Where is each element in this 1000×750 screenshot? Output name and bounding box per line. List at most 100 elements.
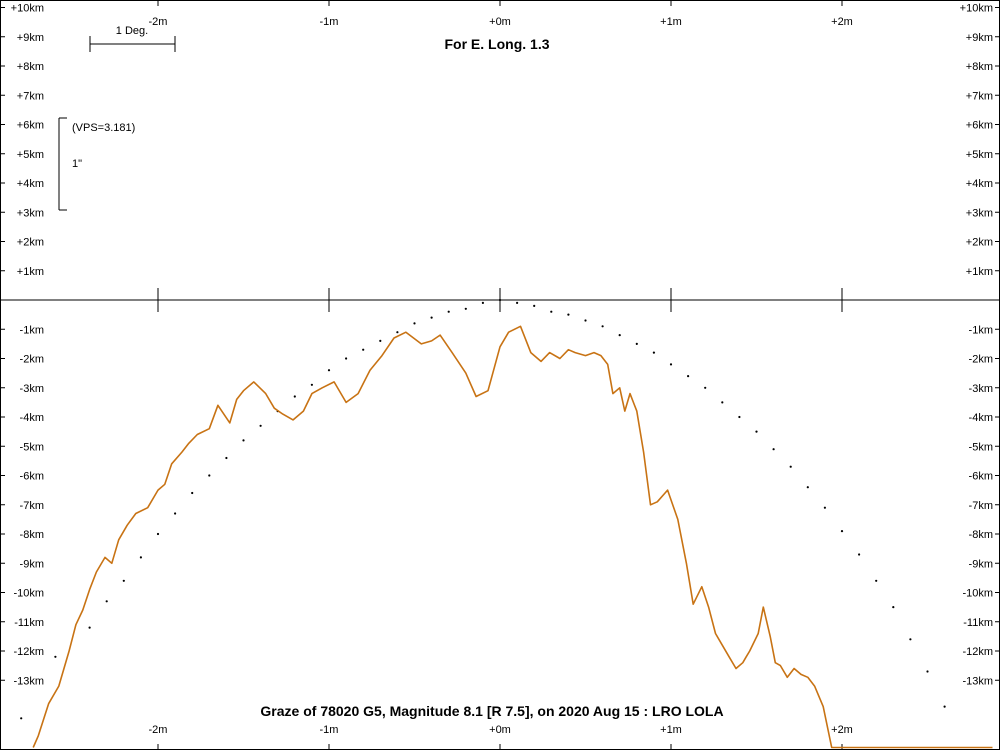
y-tick-label-right-3: +7km [966, 90, 993, 102]
x-tick-label-bottom-0: -2m [149, 724, 168, 736]
degree-scale-label: 1 Deg. [116, 25, 148, 37]
x-tick-label-bottom-1: -1m [320, 724, 339, 736]
y-tick-label-left-15: -6km [20, 471, 44, 483]
reference-dot [481, 301, 484, 304]
y-tick-label-right-5: +5km [966, 149, 993, 161]
x-tick-label-bottom-3: +1m [660, 724, 682, 736]
vps-label: (VPS=3.181) [72, 122, 135, 134]
reference-dot [669, 363, 673, 366]
reference-dot [293, 395, 296, 398]
reference-dot [755, 430, 758, 433]
y-tick-label-right-14: -5km [969, 441, 993, 453]
y-tick-label-left-22: -13km [13, 675, 44, 687]
reference-dot [259, 424, 262, 427]
reference-dot [550, 310, 553, 313]
y-tick-label-right-18: -9km [969, 558, 993, 570]
y-tick-label-right-9: +1km [966, 266, 993, 278]
y-tick-label-left-13: -4km [20, 412, 44, 424]
reference-dot [413, 322, 416, 325]
x-tick-label-bottom-4: +2m [831, 724, 853, 736]
y-tick-label-left-5: +5km [17, 149, 44, 161]
y-tick-label-left-12: -3km [20, 383, 44, 395]
y-tick-label-right-1: +9km [966, 32, 993, 44]
y-tick-label-left-3: +7km [17, 90, 44, 102]
reference-dot [652, 351, 656, 354]
lunar-limb-profile-line [32, 325, 993, 749]
y-tick-label-left-4: +6km [17, 120, 44, 132]
x-tick-label-bottom-2: +0m [489, 724, 511, 736]
reference-dot [310, 383, 313, 386]
graze-caption: Graze of 78020 G5, Magnitude 8.1 [R 7.5]… [260, 703, 723, 719]
x-tick-label-top-3: +1m [660, 16, 682, 28]
y-tick-label-right-2: +8km [966, 61, 993, 73]
y-tick-label-left-8: +2km [17, 237, 44, 249]
reference-dot [704, 386, 707, 389]
y-ticks-right: +10km +9km +8km +7km +6km +5km +4km +3km +2km +1k… [960, 3, 1000, 687]
reference-dot [789, 465, 792, 468]
chart-title: For E. Long. 1.3 [444, 36, 549, 52]
reference-dot [379, 339, 382, 342]
y-tick-label-left-17: -8km [20, 529, 44, 541]
y-tick-label-right-0: +10km [960, 3, 993, 15]
reference-dot [362, 348, 365, 351]
y-tick-label-right-15: -6km [969, 471, 993, 483]
y-tick-label-right-19: -10km [962, 588, 993, 600]
reference-dot [584, 319, 587, 322]
reference-dot [464, 307, 467, 310]
y-tick-label-right-13: -4km [969, 412, 993, 424]
y-tick-label-left-1: +9km [17, 32, 44, 44]
reference-dot [208, 474, 211, 477]
y-tick-label-right-16: -7km [969, 500, 993, 512]
x-tick-label-top-4: +2m [831, 16, 853, 28]
reference-dot [772, 448, 775, 451]
y-tick-label-left-19: -10km [13, 588, 44, 600]
reference-dot [191, 491, 194, 495]
y-ticks-left: +10km +9km +8km +7km +6km +5km +4km +3km +2km +1k… [0, 3, 44, 687]
y-tick-label-left-7: +3km [17, 207, 44, 219]
y-tick-label-left-10: -1km [20, 324, 44, 336]
y-tick-label-left-20: -11km [14, 617, 44, 629]
reference-dot [54, 655, 57, 658]
x-ticks-top: -2m -1m +0m +1m +2m [149, 0, 853, 28]
y-tick-label-right-8: +2km [966, 237, 993, 249]
reference-dot [516, 301, 519, 304]
reference-dot [174, 512, 177, 515]
y-tick-label-left-6: +4km [17, 178, 44, 190]
y-tick-label-left-18: -9km [20, 558, 44, 570]
vertical-scale-label: 1" [72, 158, 82, 170]
reference-dot [909, 638, 912, 641]
reference-dot [242, 439, 245, 442]
reference-dot [858, 553, 861, 556]
vertical-scale-bracket: (VPS=3.181) 1" [58, 117, 135, 211]
reference-dot [88, 626, 91, 629]
y-tick-label-left-0: +10km [11, 3, 44, 15]
y-tick-label-right-21: -12km [962, 646, 993, 658]
limb-reference-dots [20, 298, 946, 720]
y-tick-label-right-11: -2km [969, 354, 993, 366]
reference-dot [635, 342, 638, 345]
reference-dot [139, 556, 142, 559]
y-tick-label-right-6: +4km [966, 178, 993, 190]
y-tick-label-right-12: -3km [969, 383, 993, 395]
reference-dot [926, 670, 929, 673]
y-tick-label-right-10: -1km [969, 324, 993, 336]
reference-dot [601, 325, 604, 328]
reference-dot [396, 331, 399, 334]
reference-dot [875, 579, 878, 582]
y-tick-label-left-11: -2km [20, 354, 44, 366]
reference-dot [823, 506, 827, 509]
x-tick-label-top-1: -1m [320, 16, 339, 28]
reference-dot [20, 717, 23, 720]
y-tick-label-left-2: +8km [17, 61, 44, 73]
reference-dot [687, 375, 690, 378]
reference-dot [327, 369, 331, 372]
reference-dot [943, 705, 946, 708]
y-tick-label-right-17: -8km [969, 529, 993, 541]
y-tick-label-right-4: +6km [966, 120, 993, 132]
y-tick-label-right-22: -13km [962, 675, 993, 687]
reference-dot [806, 486, 809, 489]
reference-dot [122, 579, 125, 582]
reference-dot [156, 532, 160, 536]
reference-dot [105, 600, 108, 603]
x-ticks-bottom: -2m -1m +0m +1m +2m [149, 724, 853, 750]
